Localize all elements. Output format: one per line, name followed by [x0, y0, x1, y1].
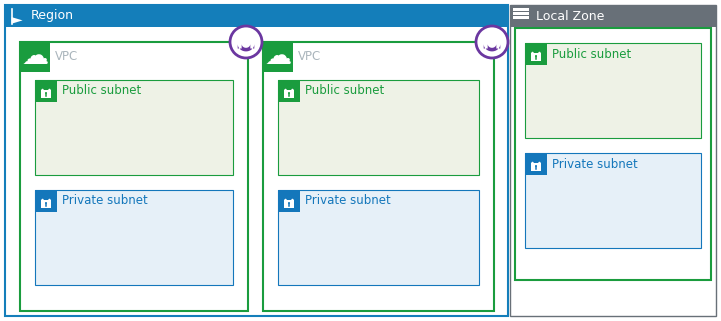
Bar	[5, 5, 508, 27]
Bar	[263, 42, 494, 311]
Text: ☁: ☁	[265, 44, 291, 70]
Bar	[525, 153, 701, 248]
Bar	[284, 90, 294, 98]
Text: Region: Region	[31, 10, 74, 22]
Bar	[35, 80, 57, 102]
Circle shape	[476, 26, 508, 58]
Bar	[531, 163, 541, 170]
Bar	[20, 42, 50, 72]
Bar	[35, 190, 233, 285]
Text: Public subnet: Public subnet	[552, 48, 632, 60]
Bar	[278, 80, 479, 175]
Bar	[510, 5, 716, 316]
Bar	[284, 200, 294, 208]
Text: Private subnet: Private subnet	[62, 195, 148, 207]
Polygon shape	[238, 44, 255, 51]
Text: VPC: VPC	[55, 50, 79, 64]
Text: Public subnet: Public subnet	[62, 84, 141, 98]
Bar	[35, 190, 57, 212]
Bar	[278, 190, 479, 285]
Bar	[510, 5, 716, 27]
Bar	[5, 5, 508, 316]
Bar	[513, 12, 528, 15]
Bar	[278, 80, 300, 102]
Bar	[41, 90, 51, 98]
Bar	[525, 153, 547, 175]
Bar	[20, 42, 248, 311]
Bar	[35, 80, 233, 175]
Bar	[263, 42, 293, 72]
Bar	[5, 5, 27, 27]
Bar	[525, 43, 701, 138]
Circle shape	[288, 202, 290, 204]
Text: Public subnet: Public subnet	[305, 84, 384, 98]
Text: VPC: VPC	[298, 50, 322, 64]
Circle shape	[45, 92, 47, 94]
Polygon shape	[484, 44, 500, 51]
Bar	[278, 190, 300, 212]
Circle shape	[288, 92, 290, 94]
Bar	[513, 16, 528, 19]
Circle shape	[45, 202, 47, 204]
Circle shape	[535, 165, 537, 167]
Text: Private subnet: Private subnet	[305, 195, 391, 207]
Circle shape	[230, 26, 262, 58]
Text: Local Zone: Local Zone	[536, 10, 604, 22]
Bar	[515, 28, 711, 280]
Bar	[525, 43, 547, 65]
Bar	[41, 200, 51, 208]
Polygon shape	[12, 17, 22, 24]
Circle shape	[535, 55, 537, 57]
Text: Private subnet: Private subnet	[552, 158, 638, 170]
Bar	[513, 8, 528, 11]
Text: ☁: ☁	[22, 44, 48, 70]
Bar	[531, 53, 541, 61]
Bar	[510, 5, 532, 27]
